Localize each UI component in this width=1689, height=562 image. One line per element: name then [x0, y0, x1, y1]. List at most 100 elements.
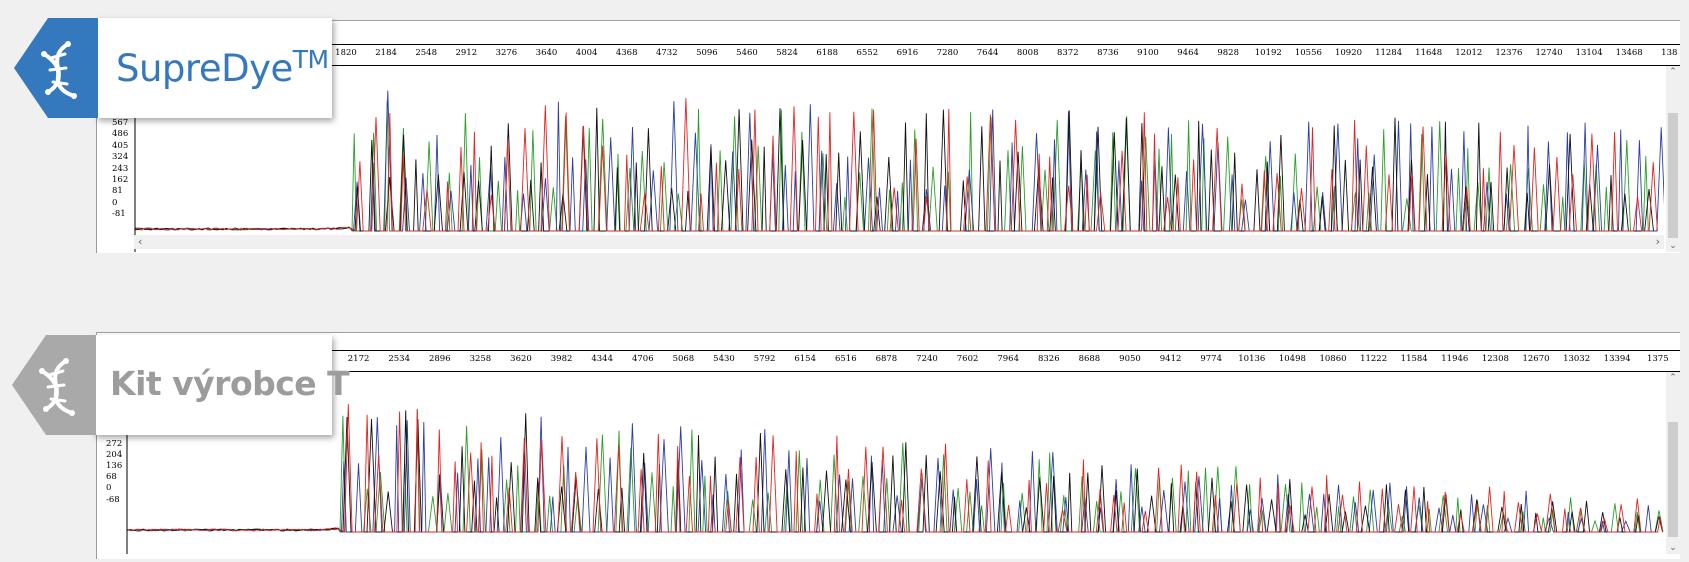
- x-tick-label: 5430: [713, 354, 735, 364]
- y-tick-label: 243: [112, 163, 129, 174]
- scroll-up-icon[interactable]: ⌃: [1669, 67, 1677, 77]
- x-tick-label: 12740: [1535, 48, 1563, 58]
- x-tick-label: 2534: [388, 354, 411, 364]
- dna-hexagon-icon: [14, 18, 98, 118]
- x-tick-label: 9774: [1200, 354, 1223, 364]
- y-tick-label: 405: [112, 140, 129, 151]
- x-tick-label: 9412: [1159, 354, 1182, 364]
- x-tick-label: 1375: [1646, 354, 1669, 364]
- x-tick-label: 2912: [455, 48, 478, 58]
- x-tick-label: 4004: [575, 48, 598, 58]
- x-tick-label: 6916: [896, 48, 919, 58]
- scroll-down-icon[interactable]: ⌄: [1669, 241, 1677, 251]
- x-tick-label: 8326: [1037, 354, 1060, 364]
- x-tick-label: 8688: [1078, 354, 1101, 364]
- scroll-up-icon[interactable]: ⌃: [1669, 373, 1677, 383]
- x-tick-label: 12308: [1481, 354, 1509, 364]
- x-tick-label: 10192: [1254, 48, 1282, 58]
- x-tick-label: 9050: [1119, 354, 1141, 364]
- y-tick-label: -81: [112, 209, 126, 220]
- x-tick-label: 10860: [1319, 354, 1347, 364]
- trace-C: [135, 90, 1664, 232]
- x-tick-label: 6552: [856, 48, 879, 58]
- x-axis-scale: 1820 2184 2548 2912 3276 3640 4004 4368 4732 5096…: [96, 44, 1680, 66]
- x-tick-label: 12376: [1495, 48, 1523, 58]
- x-tick-label: 12670: [1522, 354, 1550, 364]
- trace-T: [135, 98, 1658, 232]
- x-tick-label: 11946: [1441, 354, 1469, 364]
- x-tick-label: 11284: [1375, 48, 1403, 58]
- x-tick-label: 6154: [794, 354, 817, 364]
- x-tick-label: 6188: [816, 48, 839, 58]
- x-tick-label: 13104: [1575, 48, 1603, 58]
- x-tick-label: 2172: [347, 354, 370, 364]
- x-tick-label: 4732: [655, 48, 678, 58]
- trace-T: [127, 404, 1664, 533]
- x-tick-label: 10920: [1334, 48, 1363, 58]
- vertical-scrollbar[interactable]: ⌃ ⌄: [1666, 66, 1680, 252]
- supredye-badge: SupreDyeTM: [96, 18, 332, 118]
- x-tick-label: 8008: [1016, 48, 1039, 58]
- x-tick-label: 2184: [375, 48, 397, 58]
- y-tick-label: 204: [106, 449, 123, 460]
- x-tick-label: 13032: [1563, 354, 1591, 364]
- x-tick-label: 10136: [1238, 354, 1266, 364]
- x-tick-label: 3640: [535, 48, 558, 58]
- x-tick-label: 10556: [1294, 48, 1322, 58]
- y-tick-label: 68: [106, 472, 117, 483]
- x-tick-label: 9100: [1137, 48, 1159, 58]
- scroll-down-icon[interactable]: ⌄: [1669, 543, 1677, 553]
- y-tick-label: 486: [112, 129, 129, 140]
- dna-hexagon-icon: [12, 335, 96, 435]
- y-tick-label: 162: [112, 175, 129, 185]
- x-tick-label: 11648: [1415, 48, 1443, 58]
- x-tick-label: 5824: [776, 48, 798, 58]
- scroll-thumb[interactable]: [1668, 113, 1678, 238]
- x-tick-label: 2896: [428, 354, 451, 364]
- x-tick-label: 5460: [736, 48, 758, 58]
- x-tick-label: 6878: [875, 354, 898, 364]
- x-tick-label: 10498: [1278, 354, 1306, 364]
- y-tick-label: 0: [112, 197, 118, 208]
- horizontal-scrollbar[interactable]: ‹ ›: [134, 235, 1664, 249]
- kit-vyrobce-badge: Kit výrobce T: [94, 335, 350, 435]
- x-axis-scale: 1810217225342896325836203982434447065068…: [96, 350, 1680, 372]
- y-tick-label: 567: [112, 118, 129, 128]
- y-tick-label: -68: [106, 494, 120, 505]
- x-tick-label: 4344: [591, 354, 614, 364]
- badge-label: SupreDyeTM: [116, 45, 329, 90]
- trace-plot: [126, 372, 1664, 554]
- x-tick-label: 11222: [1360, 354, 1388, 364]
- trace-plot: [134, 66, 1664, 252]
- x-tick-label: 4706: [631, 354, 654, 364]
- x-tick-label: 13468: [1615, 48, 1643, 58]
- x-tick-label: 3258: [469, 354, 492, 364]
- x-tick-label: 9828: [1217, 48, 1240, 58]
- x-tick-label: 9464: [1177, 48, 1199, 58]
- badge-label: Kit výrobce T: [110, 364, 350, 403]
- x-tick-label: 5792: [753, 354, 776, 364]
- panel-frame: [96, 333, 1680, 559]
- x-tick-label: 3276: [495, 48, 518, 58]
- scroll-right-icon[interactable]: ›: [1655, 235, 1660, 248]
- x-tick-label: 7644: [976, 48, 999, 58]
- x-tick-label: 3982: [550, 354, 573, 364]
- x-tick-label: 3620: [510, 354, 532, 364]
- x-tick-label: 6516: [834, 354, 857, 364]
- x-tick-label: 11584: [1400, 354, 1428, 364]
- top-chromatogram-panel: 1820 2184 2548 2912 3276 3640 4004 4368 4732 5096…: [96, 20, 1680, 253]
- scroll-left-icon[interactable]: ‹: [138, 235, 143, 248]
- y-tick-label: 324: [112, 152, 129, 163]
- x-tick-label: 7964: [997, 354, 1020, 364]
- x-tick-label: 138: [1661, 48, 1678, 58]
- bottom-chromatogram-panel: 1810217225342896325836203982434447065068…: [96, 332, 1680, 559]
- x-tick-label: 8372: [1056, 48, 1079, 58]
- x-tick-label: 7240: [916, 354, 938, 364]
- y-tick-label: 81: [112, 186, 123, 197]
- vertical-scrollbar[interactable]: ⌃ ⌄: [1666, 372, 1680, 554]
- x-tick-label: 13394: [1603, 354, 1631, 364]
- y-tick-label: 0: [106, 483, 112, 494]
- scroll-thumb[interactable]: [1668, 422, 1678, 537]
- x-tick-label: 12012: [1455, 48, 1483, 58]
- x-tick-label: 5068: [672, 354, 695, 364]
